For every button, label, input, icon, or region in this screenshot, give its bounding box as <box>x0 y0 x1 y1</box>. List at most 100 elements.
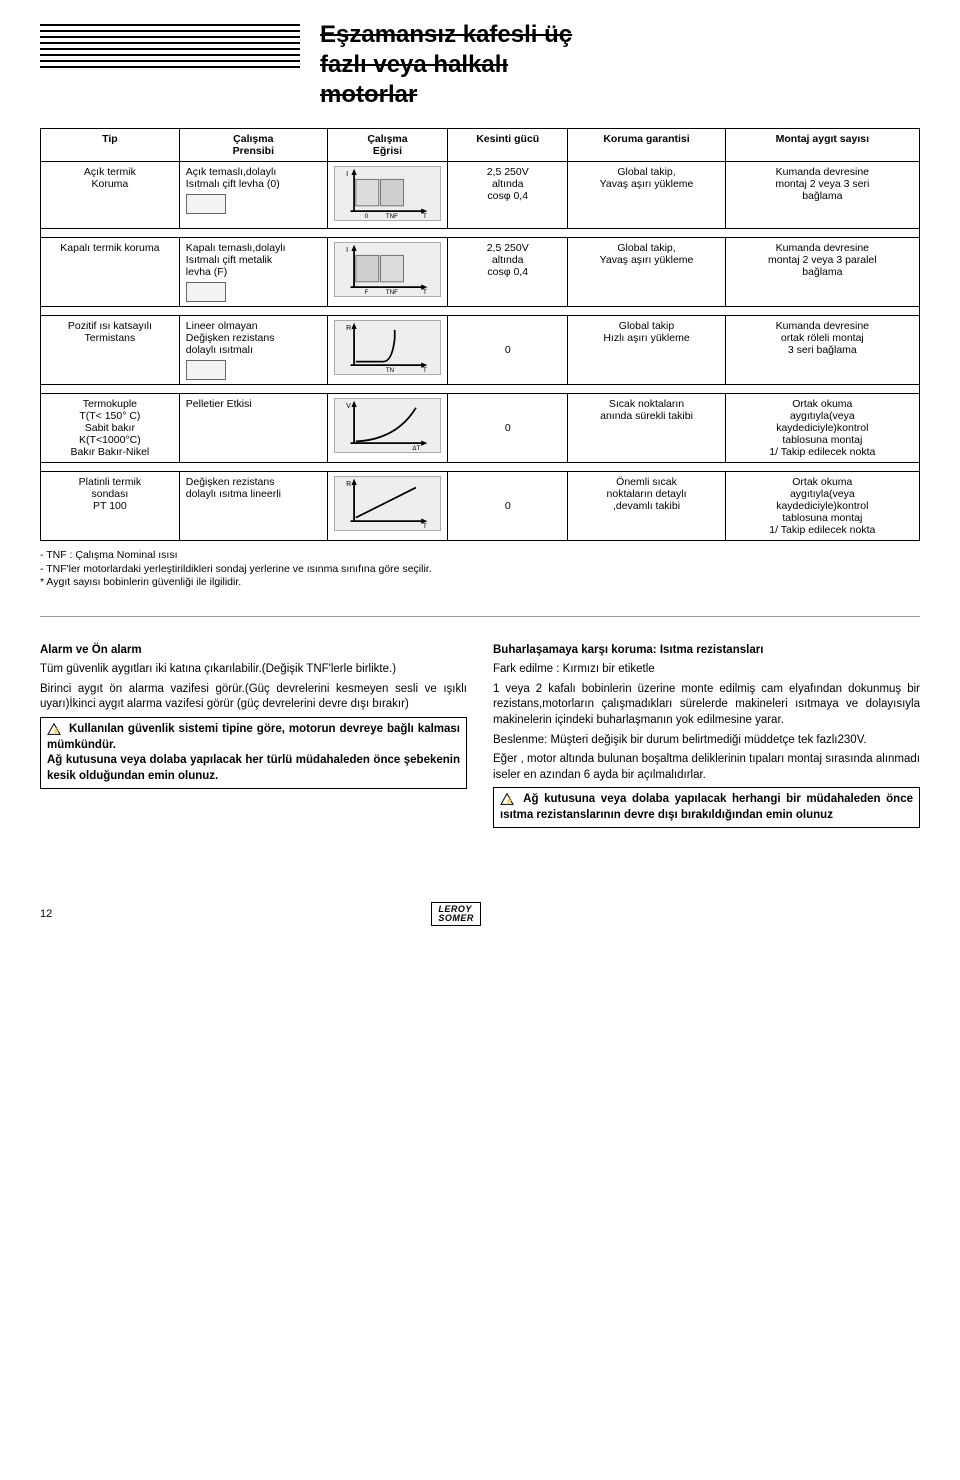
text-columns: Alarm ve Ön alarm Tüm güvenlik aygıtları… <box>40 643 920 828</box>
cell-montaj: Ortak okuma aygıtıyla(veya kaydediciyle)… <box>725 394 919 463</box>
cell-prensibi: Kapalı temaslı,dolaylı Isıtmalı çift met… <box>179 238 327 307</box>
protection-table: Tip Çalışma Prensibi Çalışma Eğrisi Kesi… <box>40 128 920 541</box>
cell-koruma: Global takip, Yavaş aşırı yükleme <box>568 238 725 307</box>
cell-kesinti: 2,5 250V altında cosφ 0,4 <box>448 238 568 307</box>
curve-graph-icon: I T F TNF <box>334 242 441 297</box>
th-egrisi: Çalışma Eğrisi <box>327 129 447 162</box>
curve-graph-icon: I T 0 TNF <box>334 166 441 221</box>
title-line-1: Eşzamansız kafesli üç <box>320 20 920 50</box>
page-footer: 12 LEROY SOMER <box>40 898 920 926</box>
left-heading: Alarm ve Ön alarm <box>40 643 467 659</box>
right-heading: Buharlaşamaya karşı koruma: Isıtma rezis… <box>493 643 920 659</box>
title-line-3: motorlar <box>320 80 920 110</box>
bimetal-closed-icon <box>186 282 226 302</box>
header-rule-lines <box>40 20 300 72</box>
table-row: Platinli termik sondası PT 100 Değişken … <box>41 472 920 541</box>
svg-text:V: V <box>346 403 351 410</box>
title-line-2: fazlı veya halkalı <box>320 50 920 80</box>
th-kesinti: Kesinti gücü <box>448 129 568 162</box>
svg-text:TNF: TNF <box>386 289 398 296</box>
ptc-icon <box>186 360 226 380</box>
svg-text:T: T <box>423 213 427 220</box>
note-line: - TNF'ler motorlardaki yerleştirildikler… <box>40 563 920 577</box>
cell-tip: Platinli termik sondası PT 100 <box>41 472 180 541</box>
section-divider <box>40 616 920 617</box>
cell-graph: R T <box>327 472 447 541</box>
cell-kesinti: 2,5 250V altında cosφ 0,4 <box>448 162 568 229</box>
cell-montaj: Kumanda devresine ortak röleli montaj 3 … <box>725 316 919 385</box>
left-column: Alarm ve Ön alarm Tüm güvenlik aygıtları… <box>40 643 467 828</box>
right-p2: 1 veya 2 kafalı bobinlerin üzerine monte… <box>493 682 920 729</box>
cell-prensibi-text: Lineer olmayan Değişken rezistans dolayl… <box>186 320 275 356</box>
left-p1: Tüm güvenlik aygıtları iki katına çıkarı… <box>40 662 467 678</box>
left-p2: Birinci aygıt ön alarma vazifesi görür.(… <box>40 682 467 713</box>
cell-kesinti: 0 <box>448 394 568 463</box>
table-row: Açık termik Koruma Açık temaslı,dolaylı … <box>41 162 920 229</box>
svg-text:T: T <box>423 289 427 296</box>
svg-text:TNF: TNF <box>386 213 398 220</box>
cell-prensibi-text: Kapalı temaslı,dolaylı Isıtmalı çift met… <box>186 242 286 278</box>
right-p3: Beslenme: Müşteri değişik bir durum beli… <box>493 733 920 749</box>
svg-text:TN: TN <box>386 367 394 374</box>
cell-montaj: Kumanda devresine montaj 2 veya 3 seri b… <box>725 162 919 229</box>
cell-tip: Açık termik Koruma <box>41 162 180 229</box>
right-column: Buharlaşamaya karşı koruma: Isıtma rezis… <box>493 643 920 828</box>
page-number: 12 <box>40 908 52 920</box>
th-koruma: Koruma garantisi <box>568 129 725 162</box>
cell-prensibi: Lineer olmayan Değişken rezistans dolayl… <box>179 316 327 385</box>
title-block: Eşzamansız kafesli üç fazlı veya halkalı… <box>320 20 920 110</box>
note-line: * Aygıt sayısı bobinlerin güvenliği ile … <box>40 576 920 590</box>
cell-prensibi: Açık temaslı,dolaylı Isıtmalı çift levha… <box>179 162 327 229</box>
brand-logo: LEROY SOMER <box>431 902 481 926</box>
th-tip: Tip <box>41 129 180 162</box>
cell-montaj: Ortak okuma aygıtıyla(veya kaydediciyle)… <box>725 472 919 541</box>
right-p4: Eğer , motor altında bulunan boşaltma de… <box>493 752 920 783</box>
curve-graph-icon: R T TN <box>334 320 441 375</box>
cell-prensibi-text: Açık temaslı,dolaylı Isıtmalı çift levha… <box>186 166 280 190</box>
note-line: - TNF : Çalışma Nominal ısısı <box>40 549 920 563</box>
curve-graph-icon: V ΔT <box>334 398 441 453</box>
cell-graph: I T F TNF <box>327 238 447 307</box>
cell-graph: R T TN <box>327 316 447 385</box>
cell-graph: I T 0 TNF <box>327 162 447 229</box>
right-warning-box: ⚡ Ağ kutusuna veya dolaba yapılacak herh… <box>493 787 920 828</box>
cell-koruma: Sıcak noktaların anında sürekli takibi <box>568 394 725 463</box>
warning-icon: ⚡ <box>500 793 514 805</box>
cell-tip: Pozitif ısı katsayılı Termistans <box>41 316 180 385</box>
cell-graph: V ΔT <box>327 394 447 463</box>
svg-text:F: F <box>364 289 368 296</box>
svg-text:ΔT: ΔT <box>412 445 420 452</box>
cell-prensibi: Değişken rezistans dolaylı ısıtma lineer… <box>179 472 327 541</box>
th-montaj: Montaj aygıt sayısı <box>725 129 919 162</box>
right-warning-text: Ağ kutusuna veya dolaba yapılacak herhan… <box>500 793 913 821</box>
svg-text:T: T <box>423 367 427 374</box>
cell-koruma: Global takip, Yavaş aşırı yükleme <box>568 162 725 229</box>
left-warning-text: Kullanılan güvenlik sistemi tipine göre,… <box>47 723 460 782</box>
warning-icon: ⚡ <box>47 723 61 735</box>
table-notes: - TNF : Çalışma Nominal ısısı - TNF'ler … <box>40 549 920 590</box>
svg-text:T: T <box>423 523 427 530</box>
svg-text:R: R <box>346 325 351 332</box>
svg-text:⚡: ⚡ <box>52 726 60 735</box>
page-header: Eşzamansız kafesli üç fazlı veya halkalı… <box>40 20 920 110</box>
svg-text:I: I <box>346 171 348 178</box>
th-prensibi: Çalışma Prensibi <box>179 129 327 162</box>
svg-text:0: 0 <box>364 213 368 220</box>
cell-kesinti: 0 <box>448 472 568 541</box>
left-warning-box: ⚡ Kullanılan güvenlik sistemi tipine gör… <box>40 717 467 789</box>
table-header-row: Tip Çalışma Prensibi Çalışma Eğrisi Kesi… <box>41 129 920 162</box>
right-p1: Fark edilme : Kırmızı bir etiketle <box>493 662 920 678</box>
cell-tip: Termokuple T(T< 150° C) Sabit bakır K(T<… <box>41 394 180 463</box>
curve-graph-icon: R T <box>334 476 441 531</box>
svg-text:⚡: ⚡ <box>505 796 513 805</box>
cell-koruma: Global takip Hızlı aşırı yükleme <box>568 316 725 385</box>
table-row: Pozitif ısı katsayılı Termistans Lineer … <box>41 316 920 385</box>
cell-montaj: Kumanda devresine montaj 2 veya 3 parale… <box>725 238 919 307</box>
cell-kesinti: 0 <box>448 316 568 385</box>
svg-text:R: R <box>346 481 351 488</box>
svg-text:I: I <box>346 247 348 254</box>
table-row: Termokuple T(T< 150° C) Sabit bakır K(T<… <box>41 394 920 463</box>
bimetal-open-icon <box>186 194 226 214</box>
cell-koruma: Önemli sıcak noktaların detaylı ,devamlı… <box>568 472 725 541</box>
cell-tip: Kapalı termik koruma <box>41 238 180 307</box>
